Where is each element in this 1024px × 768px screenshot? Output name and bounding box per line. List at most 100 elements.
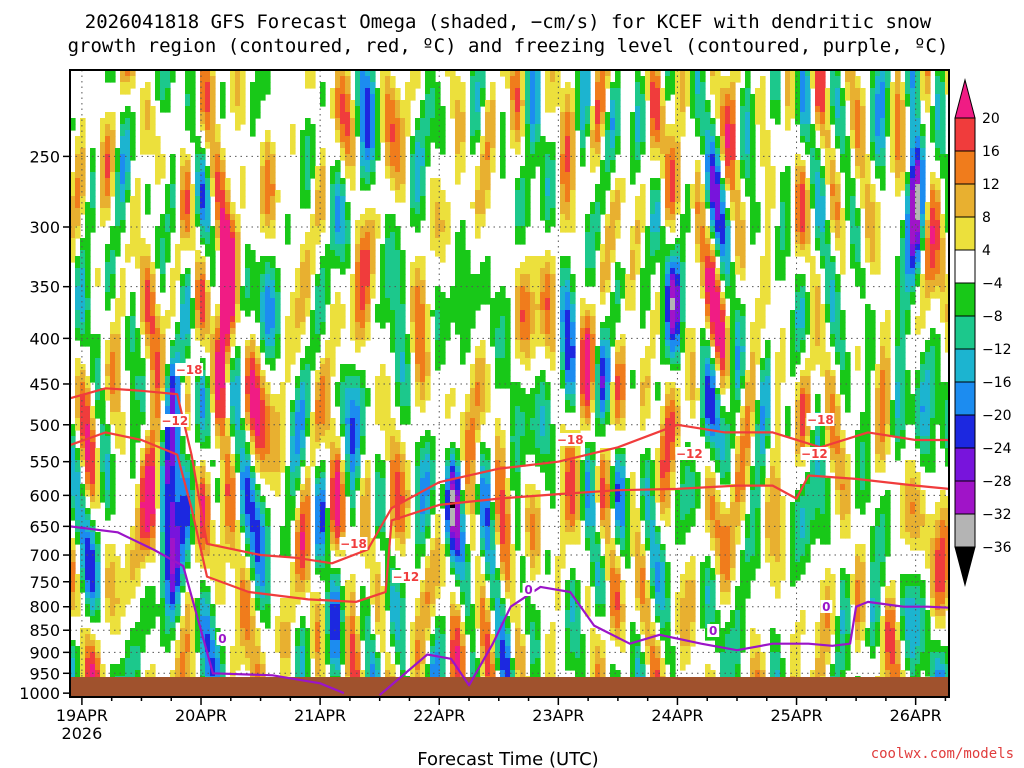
- omega-cell: [335, 112, 341, 119]
- omega-cell: [235, 580, 241, 587]
- omega-cell: [105, 598, 111, 605]
- omega-cell: [270, 184, 276, 191]
- omega-cell: [430, 574, 436, 581]
- omega-cell: [185, 508, 191, 515]
- omega-cell: [220, 256, 226, 263]
- omega-cell: [295, 550, 301, 557]
- omega-cell: [430, 460, 436, 467]
- omega-cell: [435, 196, 441, 203]
- omega-cell: [105, 196, 111, 203]
- omega-cell: [365, 184, 371, 191]
- omega-cell: [380, 478, 386, 485]
- omega-cell: [435, 190, 441, 197]
- omega-cell: [75, 526, 81, 533]
- omega-cell: [225, 328, 231, 335]
- omega-cell: [255, 562, 261, 569]
- omega-cell: [430, 226, 436, 233]
- omega-cell: [225, 538, 231, 545]
- omega-cell: [85, 292, 91, 299]
- omega-cell: [230, 226, 236, 233]
- omega-cell: [220, 652, 226, 659]
- omega-cell: [435, 106, 441, 113]
- omega-cell: [100, 124, 106, 131]
- omega-cell: [400, 652, 406, 659]
- omega-cell: [380, 100, 386, 107]
- omega-cell: [220, 664, 226, 671]
- omega-cell: [200, 226, 206, 233]
- omega-cell: [310, 256, 316, 263]
- omega-cell: [305, 250, 311, 257]
- omega-cell: [200, 412, 206, 419]
- omega-cell: [70, 226, 76, 233]
- omega-cell: [395, 598, 401, 605]
- omega-cell: [70, 232, 76, 239]
- omega-cell: [345, 424, 351, 431]
- omega-cell: [425, 376, 431, 383]
- omega-cell: [205, 226, 211, 233]
- omega-cell: [335, 310, 341, 317]
- omega-cell: [175, 406, 181, 413]
- omega-cell: [80, 208, 86, 215]
- omega-cell: [235, 346, 241, 353]
- omega-cell: [165, 562, 171, 569]
- omega-cell: [355, 670, 361, 677]
- omega-cell: [210, 238, 216, 245]
- omega-cell: [285, 352, 291, 359]
- omega-cell: [200, 508, 206, 515]
- omega-cell: [270, 406, 276, 413]
- omega-cell: [240, 574, 246, 581]
- omega-cell: [290, 490, 296, 497]
- omega-cell: [190, 310, 196, 317]
- omega-cell: [185, 556, 191, 563]
- omega-cell: [295, 406, 301, 413]
- omega-cell: [210, 652, 216, 659]
- omega-cell: [335, 592, 341, 599]
- omega-cell: [215, 598, 221, 605]
- omega-cell: [120, 298, 126, 305]
- omega-cell: [265, 352, 271, 359]
- omega-cell: [270, 472, 276, 479]
- omega-cell: [195, 184, 201, 191]
- omega-cell: [300, 202, 306, 209]
- omega-cell: [225, 340, 231, 347]
- omega-cell: [430, 472, 436, 479]
- omega-cell: [265, 382, 271, 389]
- omega-cell: [320, 574, 326, 581]
- omega-cell: [360, 118, 366, 125]
- omega-cell: [95, 412, 101, 419]
- omega-cell: [365, 220, 371, 227]
- omega-cell: [150, 148, 156, 155]
- omega-cell: [440, 568, 446, 575]
- omega-cell: [205, 592, 211, 599]
- omega-cell: [315, 316, 321, 323]
- omega-cell: [230, 490, 236, 497]
- omega-cell: [90, 418, 96, 425]
- omega-cell: [410, 634, 416, 641]
- omega-cell: [200, 292, 206, 299]
- omega-cell: [430, 88, 436, 95]
- omega-cell: [350, 640, 356, 647]
- omega-cell: [105, 160, 111, 167]
- omega-cell: [330, 454, 336, 461]
- omega-cell: [210, 256, 216, 263]
- omega-cell: [400, 490, 406, 497]
- omega-cell: [300, 454, 306, 461]
- omega-cell: [185, 268, 191, 275]
- omega-cell: [245, 580, 251, 587]
- omega-cell: [180, 652, 186, 659]
- omega-cell: [360, 526, 366, 533]
- omega-cell: [400, 376, 406, 383]
- omega-cell: [335, 88, 341, 95]
- omega-cell: [345, 70, 351, 77]
- omega-cell: [260, 424, 266, 431]
- omega-cell: [275, 322, 281, 329]
- omega-cell: [110, 244, 116, 251]
- omega-cell: [330, 196, 336, 203]
- omega-cell: [325, 358, 331, 365]
- omega-cell: [230, 376, 236, 383]
- omega-cell: [285, 502, 291, 509]
- omega-cell: [360, 148, 366, 155]
- omega-cell: [355, 238, 361, 245]
- omega-cell: [75, 520, 81, 527]
